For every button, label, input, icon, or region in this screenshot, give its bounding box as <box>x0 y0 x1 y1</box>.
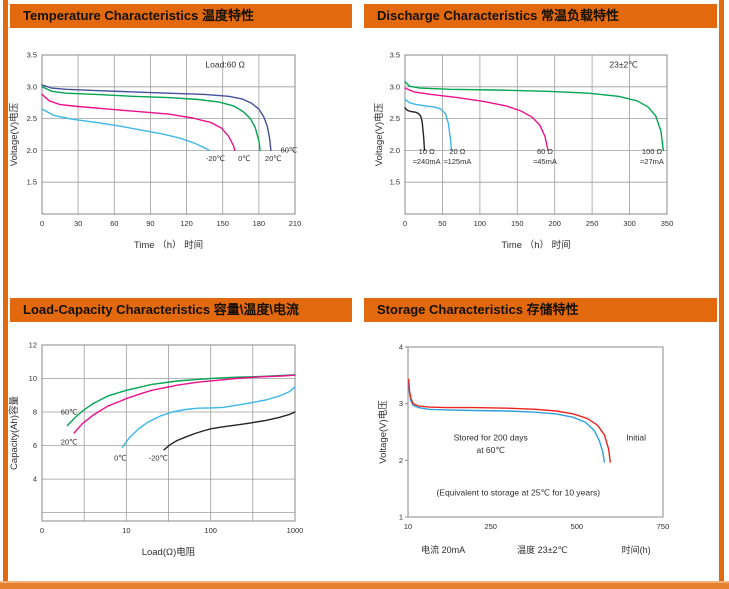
svg-text:0: 0 <box>40 526 44 535</box>
svg-text:300: 300 <box>623 219 636 228</box>
left-accent-strip <box>3 0 8 581</box>
svg-text:200: 200 <box>548 219 561 228</box>
svg-text:180: 180 <box>253 219 266 228</box>
svg-text:Voltage(V)电压: Voltage(V)电压 <box>377 400 389 464</box>
svg-text:1.5: 1.5 <box>390 178 400 187</box>
svg-text:60 Ω≈45mA: 60 Ω ≈45mA <box>533 147 557 166</box>
svg-text:2.5: 2.5 <box>27 114 37 123</box>
panel-title-storage: Storage Characteristics 存储特性 <box>364 298 717 322</box>
panel-title-load-capacity: Load-Capacity Characteristics 容量\温度\电流 <box>10 298 352 322</box>
svg-text:150: 150 <box>511 219 524 228</box>
svg-text:Time （h） 时间: Time （h） 时间 <box>134 239 203 251</box>
right-accent-strip <box>719 0 724 581</box>
svg-text:3.5: 3.5 <box>390 51 400 60</box>
svg-text:60℃: 60℃ <box>61 408 78 417</box>
svg-text:Load:60 Ω: Load:60 Ω <box>205 60 244 70</box>
svg-text:Initial: Initial <box>626 433 646 443</box>
svg-text:Stored for 200 days: Stored for 200 days <box>454 433 528 443</box>
svg-text:电流 20mA: 电流 20mA <box>421 544 465 555</box>
panel-title-discharge: Discharge Characteristics 常温负载特性 <box>364 4 717 28</box>
panel-title-temperature: Temperature Characteristics 温度特性 <box>10 4 352 28</box>
svg-text:Capacity(Ah)容量: Capacity(Ah)容量 <box>8 396 20 470</box>
svg-text:Time （h） 时间: Time （h） 时间 <box>501 239 570 251</box>
bottom-accent-bar <box>0 581 729 589</box>
svg-text:100 Ω≈27mA: 100 Ω ≈27mA <box>640 147 664 166</box>
svg-text:2.5: 2.5 <box>390 114 400 123</box>
svg-text:60℃: 60℃ <box>281 145 298 154</box>
svg-text:120: 120 <box>180 219 193 228</box>
svg-text:4: 4 <box>33 475 37 484</box>
svg-text:2.0: 2.0 <box>27 146 37 155</box>
svg-text:2.0: 2.0 <box>390 146 400 155</box>
svg-text:8: 8 <box>33 408 37 417</box>
svg-text:Load(Ω)电阻: Load(Ω)电阻 <box>142 546 196 558</box>
svg-text:3: 3 <box>399 399 403 408</box>
svg-text:1.5: 1.5 <box>27 178 37 187</box>
svg-text:2: 2 <box>399 456 403 465</box>
svg-text:12: 12 <box>29 341 37 350</box>
svg-text:10: 10 <box>404 522 412 531</box>
svg-text:3.5: 3.5 <box>27 51 37 60</box>
svg-text:温度 23±2℃: 温度 23±2℃ <box>517 544 568 555</box>
temperature-chart: 0 30 60 90 120 150 180 210 1.5 2.0 2.5 3.0 3.5 60℃20℃… <box>8 51 302 252</box>
storage-chart: 10 250 500 750 1 2 3 4 Stored for 200 days at 60℃… <box>377 343 670 556</box>
svg-text:-20℃: -20℃ <box>149 454 168 463</box>
svg-text:-20℃: -20℃ <box>206 154 225 163</box>
svg-text:50: 50 <box>438 219 446 228</box>
svg-text:350: 350 <box>661 219 674 228</box>
load-capacity-chart: 0 10 100 1000 4 6 8 10 12 60℃ 20℃ 0℃ -20℃ Load(Ω)电阻 Ca… <box>8 341 304 559</box>
svg-text:23±2℃: 23±2℃ <box>609 60 638 70</box>
svg-text:6: 6 <box>33 441 37 450</box>
svg-text:500: 500 <box>571 522 584 531</box>
svg-text:210: 210 <box>289 219 302 228</box>
discharge-chart: 0 50 100 150 200 250 300 350 1.5 2.0 2.5 3.0 3.5 10 Ω… <box>373 51 674 252</box>
svg-text:150: 150 <box>216 219 229 228</box>
svg-text:3.0: 3.0 <box>27 82 37 91</box>
svg-text:250: 250 <box>586 219 599 228</box>
svg-text:10: 10 <box>122 526 130 535</box>
svg-text:0℃: 0℃ <box>238 154 251 163</box>
svg-text:1: 1 <box>399 513 403 522</box>
svg-text:90: 90 <box>146 219 154 228</box>
svg-text:时间(h): 时间(h) <box>622 544 651 555</box>
svg-text:250: 250 <box>484 522 497 531</box>
svg-text:4: 4 <box>399 343 403 352</box>
svg-text:750: 750 <box>657 522 670 531</box>
svg-text:0: 0 <box>40 219 44 228</box>
svg-text:(Equivalent to storage at 25℃: (Equivalent to storage at 25℃ for 10 yea… <box>436 487 600 497</box>
svg-text:20℃: 20℃ <box>61 438 78 447</box>
svg-text:10 Ω≈240mA: 10 Ω ≈240mA <box>413 147 441 166</box>
svg-text:30: 30 <box>74 219 82 228</box>
svg-text:100: 100 <box>474 219 487 228</box>
svg-text:Voltage(V)电压: Voltage(V)电压 <box>8 102 20 166</box>
svg-text:60: 60 <box>110 219 118 228</box>
svg-text:at 60℃: at 60℃ <box>476 445 505 455</box>
svg-text:3.0: 3.0 <box>390 82 400 91</box>
svg-text:0: 0 <box>403 219 407 228</box>
svg-text:20℃: 20℃ <box>265 154 282 163</box>
svg-text:10: 10 <box>29 374 37 383</box>
svg-text:20 Ω≈125mA: 20 Ω ≈125mA <box>443 147 471 166</box>
svg-text:100: 100 <box>204 526 217 535</box>
svg-text:Voltage(V)电压: Voltage(V)电压 <box>373 102 385 166</box>
svg-text:1000: 1000 <box>287 526 304 535</box>
svg-text:0℃: 0℃ <box>114 454 127 463</box>
